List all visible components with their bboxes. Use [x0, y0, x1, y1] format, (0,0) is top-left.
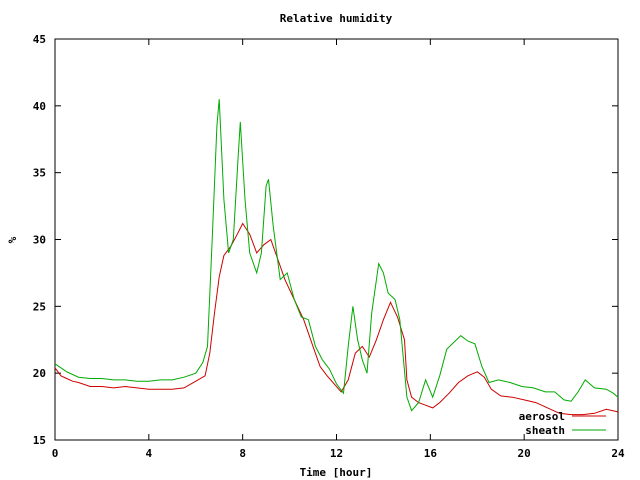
x-tick-label: 0 — [52, 447, 59, 460]
x-tick-label: 24 — [611, 447, 625, 460]
y-tick-label: 40 — [33, 100, 46, 113]
y-tick-label: 45 — [33, 33, 46, 46]
y-tick-label: 15 — [33, 434, 46, 447]
series-line-sheath — [54, 99, 619, 412]
series-line-aerosol — [54, 222, 619, 416]
x-axis-label: Time [hour] — [300, 466, 373, 479]
x-tick-label: 20 — [518, 447, 531, 460]
y-tick-label: 20 — [33, 367, 46, 380]
x-tick-label: 16 — [424, 447, 438, 460]
y-tick-label: 35 — [33, 167, 46, 180]
y-tick-label: 25 — [33, 300, 46, 313]
axis-ticks: 0 4 8 12 16 20 24 15 20 25 30 35 40 45 — [33, 33, 625, 460]
y-axis-label: % — [6, 236, 19, 243]
chart-title: Relative humidity — [280, 12, 393, 25]
legend-label-sheath: sheath — [525, 424, 565, 437]
y-tick-label: 30 — [33, 234, 46, 247]
data-series — [54, 99, 619, 416]
x-tick-label: 4 — [146, 447, 153, 460]
x-tick-label: 8 — [239, 447, 246, 460]
x-tick-label: 12 — [330, 447, 343, 460]
plot-frame — [54, 38, 619, 441]
legend-label-aerosol: aerosol — [519, 410, 565, 423]
